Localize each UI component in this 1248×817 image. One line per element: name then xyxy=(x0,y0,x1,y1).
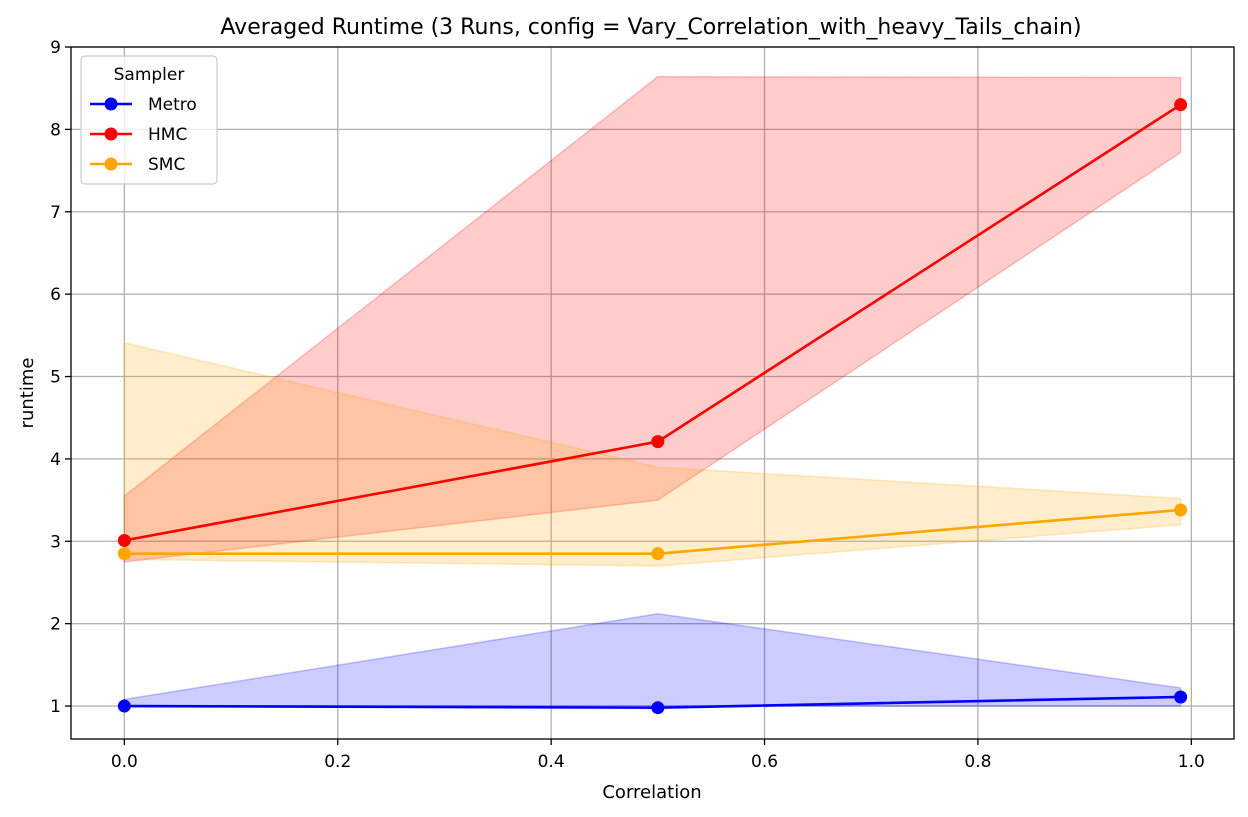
legend-title: Sampler xyxy=(114,65,185,85)
point-smc xyxy=(651,547,665,561)
y-tick-label: 3 xyxy=(50,532,61,552)
point-hmc xyxy=(1174,98,1188,112)
x-tick-label: 0.4 xyxy=(538,752,565,772)
point-hmc xyxy=(117,533,131,547)
y-tick-label: 7 xyxy=(50,203,61,223)
y-tick-label: 5 xyxy=(50,368,61,388)
y-tick-label: 2 xyxy=(50,615,61,635)
y-tick-label: 6 xyxy=(50,285,61,305)
point-metro xyxy=(117,699,131,713)
legend-label-smc: SMC xyxy=(148,155,185,175)
x-tick-label: 0.8 xyxy=(964,752,991,772)
band-metro xyxy=(123,613,1182,707)
y-tick-label: 9 xyxy=(50,38,61,58)
x-tick-label: 0.2 xyxy=(324,752,351,772)
plot-frame xyxy=(70,46,1235,740)
legend-marker-metro xyxy=(104,97,118,111)
y-axis-ticks: 1 2 3 4 5 6 7 8 9 xyxy=(50,38,71,717)
x-tick-label: 0.0 xyxy=(111,752,138,772)
point-metro xyxy=(1174,690,1188,704)
confidence-bands xyxy=(123,75,1182,707)
point-smc xyxy=(1174,503,1188,517)
point-metro xyxy=(651,701,665,715)
grid xyxy=(71,46,1234,739)
y-tick-label: 8 xyxy=(50,120,61,140)
legend-marker-smc xyxy=(104,157,118,171)
legend-items: Metro HMC SMC xyxy=(90,95,197,175)
legend-marker-hmc xyxy=(104,127,118,141)
x-tick-label: 0.6 xyxy=(751,752,778,772)
y-tick-label: 1 xyxy=(50,697,61,717)
legend-box xyxy=(80,55,218,185)
series-points xyxy=(117,98,1188,715)
legend-label-hmc: HMC xyxy=(148,125,187,145)
point-smc xyxy=(117,547,131,561)
legend-label-metro: Metro xyxy=(148,95,197,115)
x-axis-ticks: 0.0 0.2 0.4 0.6 0.8 1.0 xyxy=(111,739,1205,772)
y-axis-label: runtime xyxy=(17,358,38,429)
y-tick-label: 4 xyxy=(50,450,61,470)
x-axis-label: Correlation xyxy=(602,782,701,803)
band-hmc xyxy=(123,75,1182,563)
point-hmc xyxy=(651,435,665,449)
x-tick-label: 1.0 xyxy=(1178,752,1205,772)
legend: Sampler Metro HMC SMC xyxy=(80,55,218,185)
chart-title: Averaged Runtime (3 Runs, config = Vary_… xyxy=(220,15,1081,40)
